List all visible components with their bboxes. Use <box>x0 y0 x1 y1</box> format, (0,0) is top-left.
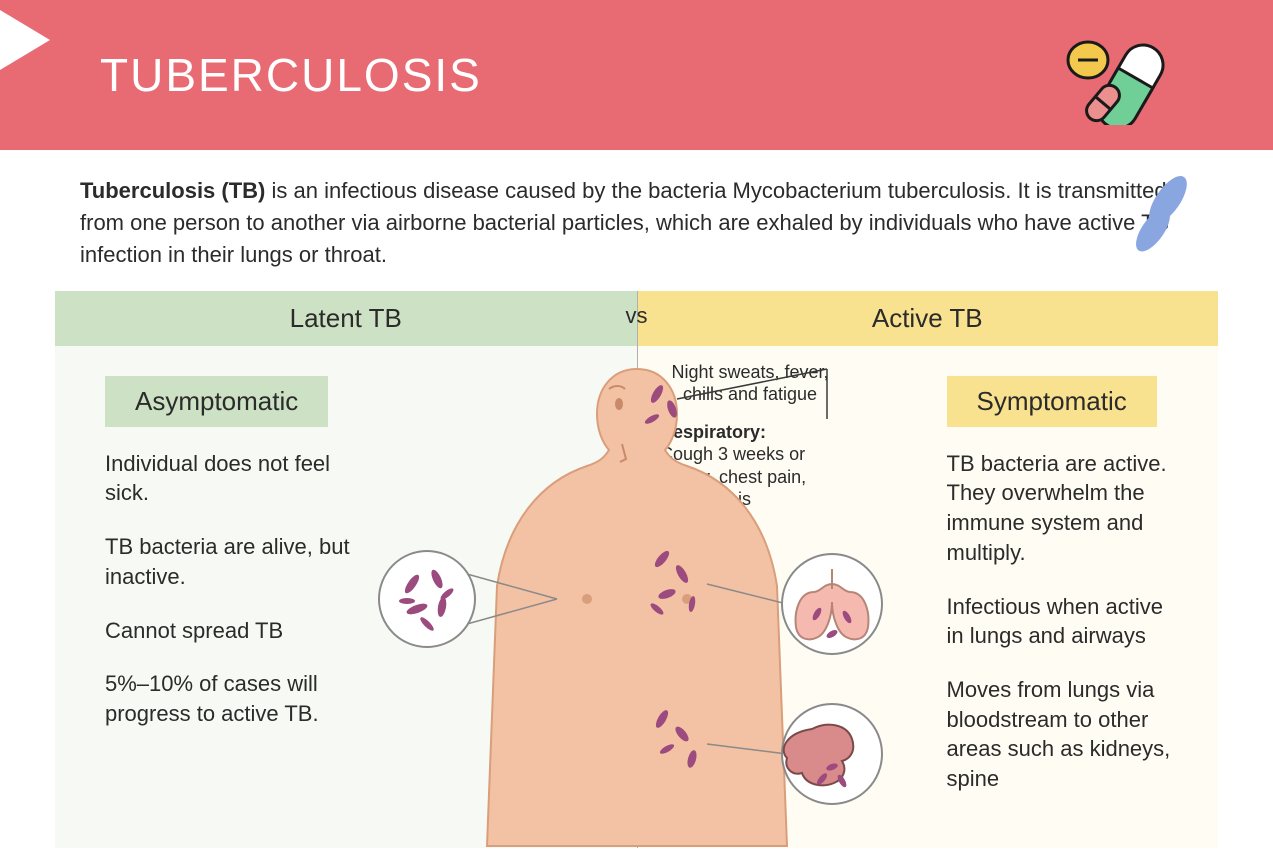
latent-bullet: 5%–10% of cases will progress to active … <box>105 669 357 728</box>
pills-icon <box>1053 25 1183 125</box>
active-bullet: Infectious when active in lungs and airw… <box>947 592 1179 651</box>
body-figure-icon <box>357 349 917 849</box>
latent-bullet: TB bacteria are alive, but inactive. <box>105 532 357 591</box>
latent-header: Latent TB <box>55 291 637 346</box>
intro-paragraph: Tuberculosis (TB) is an infectious disea… <box>0 150 1273 291</box>
active-bullet: Moves from lungs via bloodstream to othe… <box>947 675 1179 794</box>
active-bullet: TB bacteria are active. They overwhelm t… <box>947 449 1179 568</box>
page-title: TUBERCULOSIS <box>100 48 482 102</box>
vs-label: vs <box>626 303 648 329</box>
latent-bullet: Cannot spread TB <box>105 616 357 646</box>
intro-bold: Tuberculosis (TB) <box>80 178 265 203</box>
active-badge: Symptomatic <box>947 376 1157 427</box>
latent-bullet: Individual does not feel sick. <box>105 449 357 508</box>
bacteria-decor-icon <box>1113 170 1203 260</box>
active-header: Active TB <box>637 291 1219 346</box>
chevron-icon <box>0 10 50 70</box>
comparison-section: vs Latent TB Asymptomatic Individual doe… <box>55 291 1218 848</box>
latent-badge: Asymptomatic <box>105 376 328 427</box>
header-banner: TUBERCULOSIS <box>0 0 1273 150</box>
